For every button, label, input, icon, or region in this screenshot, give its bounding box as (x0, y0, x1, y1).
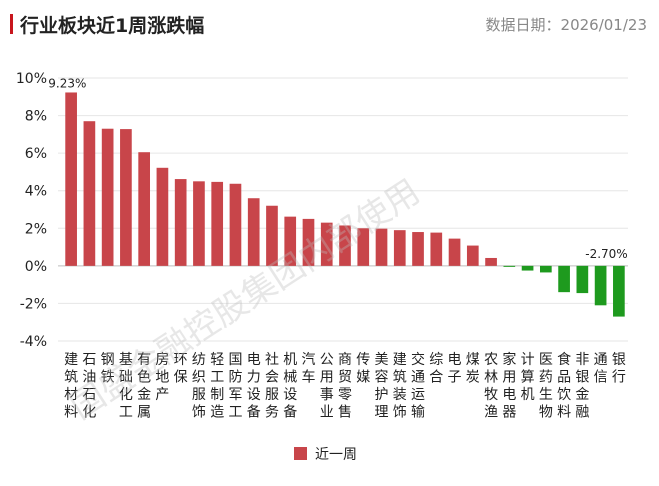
bar-石油石化 (83, 121, 96, 266)
bar-非银金融 (576, 265, 589, 294)
x-category-label: 基础化工 (119, 351, 133, 421)
x-category-label: 有色金属 (137, 352, 151, 421)
x-category-label: 计算机 (521, 352, 535, 403)
y-tick-label: 2% (25, 221, 47, 237)
y-axis-ticks: -4% -2% 0% 2% 4% 6% 8% 10% (16, 71, 47, 350)
x-category-label: 建筑装饰 (393, 352, 407, 421)
y-tick-label: 6% (25, 146, 47, 162)
x-category-label: 汽车 (301, 352, 315, 386)
bar-银行 (613, 265, 625, 317)
x-category-label: 家用电器 (502, 351, 516, 421)
bar-农林牧渔 (485, 257, 497, 266)
y-tick-label: 10% (16, 71, 47, 87)
bar-综合 (430, 232, 443, 266)
bar-国防军工 (229, 183, 242, 266)
bar-通信 (594, 265, 607, 306)
bars (65, 92, 625, 317)
bar-美容护理 (375, 228, 388, 266)
bar-电子 (448, 238, 461, 266)
x-category-label: 轻工制造 (210, 352, 224, 421)
bar-轻工制造 (211, 181, 224, 266)
x-category-label: 公用事业 (320, 352, 334, 421)
bar-社会服务 (266, 205, 278, 266)
y-tick-label: -4% (20, 334, 47, 350)
x-category-label: 建筑材料 (64, 352, 78, 421)
y-tick-label: 8% (25, 109, 47, 125)
bar-钢铁 (101, 128, 114, 266)
y-tick-label: 4% (25, 184, 47, 200)
x-category-label: 纺织服饰 (192, 352, 206, 421)
x-category-label: 交通运输 (411, 351, 425, 421)
x-category-label: 钢铁 (101, 352, 115, 386)
bar-房地产 (156, 167, 169, 266)
bar-环保 (174, 179, 187, 266)
x-category-label: 非银金融 (575, 352, 589, 421)
x-category-label: 农林牧渔 (484, 352, 498, 421)
x-category-label: 煤炭 (466, 352, 480, 386)
x-category-label: 综合 (429, 352, 443, 386)
x-category-label: 银行 (612, 352, 626, 386)
bar-建筑装饰 (393, 230, 406, 266)
bar-医药生物 (539, 265, 552, 273)
bar-电力设备 (247, 198, 260, 266)
legend-swatch (294, 447, 307, 460)
data-labels: 9.23% -2.70% (48, 76, 627, 260)
x-category-label: 社会服务 (265, 352, 279, 421)
bar-商贸零售 (339, 225, 351, 266)
y-tick-label: 0% (25, 259, 47, 275)
bar-有色金属 (138, 152, 151, 266)
x-category-label: 医药生物 (539, 352, 553, 421)
bar-纺织服饰 (193, 181, 205, 266)
bar-交通运输 (412, 232, 424, 266)
x-category-label: 商贸零售 (338, 352, 352, 421)
x-category-label: 传媒 (356, 352, 370, 386)
title-accent-bar (10, 14, 13, 34)
legend: 近一周 (294, 447, 357, 463)
legend-label: 近一周 (315, 447, 357, 463)
y-tick-label: -2% (20, 296, 47, 312)
watermark: 国盛金融控股集团内部使用 (63, 172, 427, 428)
x-category-label: 石油石化 (82, 352, 96, 421)
data-label: 9.23% (48, 76, 86, 90)
bar-基础化工 (120, 129, 132, 266)
x-category-label: 环保 (174, 352, 188, 386)
bar-公用事业 (320, 222, 333, 266)
bar-机械设备 (284, 216, 297, 266)
x-axis-categories: 建筑材料石油石化钢铁基础化工有色金属房地产环保纺织服饰轻工制造国防军工电力设备社… (64, 351, 626, 421)
bar-家用电器 (503, 265, 516, 267)
x-category-label: 国防军工 (228, 352, 242, 421)
chart-title: 行业板块近1周涨跌幅 (20, 15, 205, 37)
bar-传媒 (357, 228, 370, 266)
bar-煤炭 (466, 245, 479, 266)
bar-食品饮料 (558, 265, 570, 293)
x-category-label: 电力设备 (247, 352, 261, 421)
x-category-label: 美容护理 (375, 352, 389, 421)
x-category-label: 机械设备 (283, 352, 297, 421)
x-category-label: 房地产 (155, 352, 169, 403)
bar-计算机 (521, 265, 534, 271)
bar-建筑材料 (65, 92, 77, 266)
data-label: -2.70% (585, 247, 627, 261)
x-category-label: 通信 (594, 352, 608, 386)
x-category-label: 电子 (448, 352, 462, 386)
bar-汽车 (302, 218, 315, 266)
x-category-label: 食品饮料 (557, 351, 571, 421)
data-date: 数据日期：2026/01/23 (485, 16, 647, 34)
